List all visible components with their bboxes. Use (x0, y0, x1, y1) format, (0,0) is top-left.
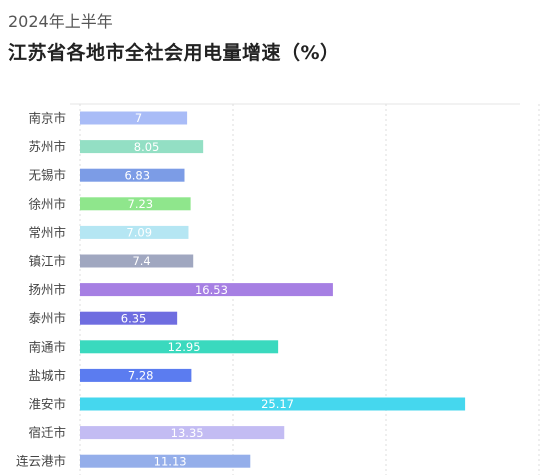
category-label: 南通市 (28, 339, 66, 354)
category-label: 宿迁市 (28, 425, 66, 440)
chart-subtitle: 2024年上半年 (8, 12, 113, 31)
bar (80, 397, 466, 411)
category-label: 苏州市 (28, 139, 66, 154)
value-label: 25.17 (261, 397, 294, 411)
bar (80, 426, 285, 440)
value-label: 7.23 (128, 197, 154, 211)
value-label: 7 (135, 111, 142, 125)
value-label: 7.28 (128, 369, 154, 383)
category-label: 泰州市 (28, 311, 66, 326)
bar (80, 340, 279, 354)
value-label: 7.09 (126, 226, 152, 240)
value-label: 16.53 (195, 283, 228, 297)
category-label: 扬州市 (28, 282, 66, 297)
value-label: 6.83 (124, 168, 150, 182)
bar (80, 225, 189, 239)
value-label: 8.05 (134, 140, 160, 154)
value-label: 13.35 (171, 426, 204, 440)
bar (80, 254, 194, 268)
category-label: 淮安市 (28, 397, 66, 412)
category-label: 连云港市 (16, 454, 66, 469)
value-label: 12.95 (168, 340, 201, 354)
bar (80, 454, 251, 468)
bar (80, 283, 333, 297)
bar (80, 168, 185, 182)
value-label: 6.35 (121, 311, 147, 325)
category-label: 徐州市 (28, 196, 66, 211)
bar (80, 111, 188, 125)
bar (80, 311, 178, 325)
category-label: 南京市 (28, 111, 66, 126)
value-label: 11.13 (154, 454, 187, 468)
bar (80, 197, 191, 211)
value-label: 7.4 (132, 254, 150, 268)
category-label: 盐城市 (28, 368, 66, 383)
category-label: 常州市 (28, 225, 66, 240)
category-label: 无锡市 (28, 168, 66, 183)
bar (80, 368, 192, 382)
category-label: 镇江市 (28, 254, 66, 269)
bar (80, 140, 204, 154)
chart-title: 江苏省各地市全社会用电量增速（%） (8, 42, 340, 64)
